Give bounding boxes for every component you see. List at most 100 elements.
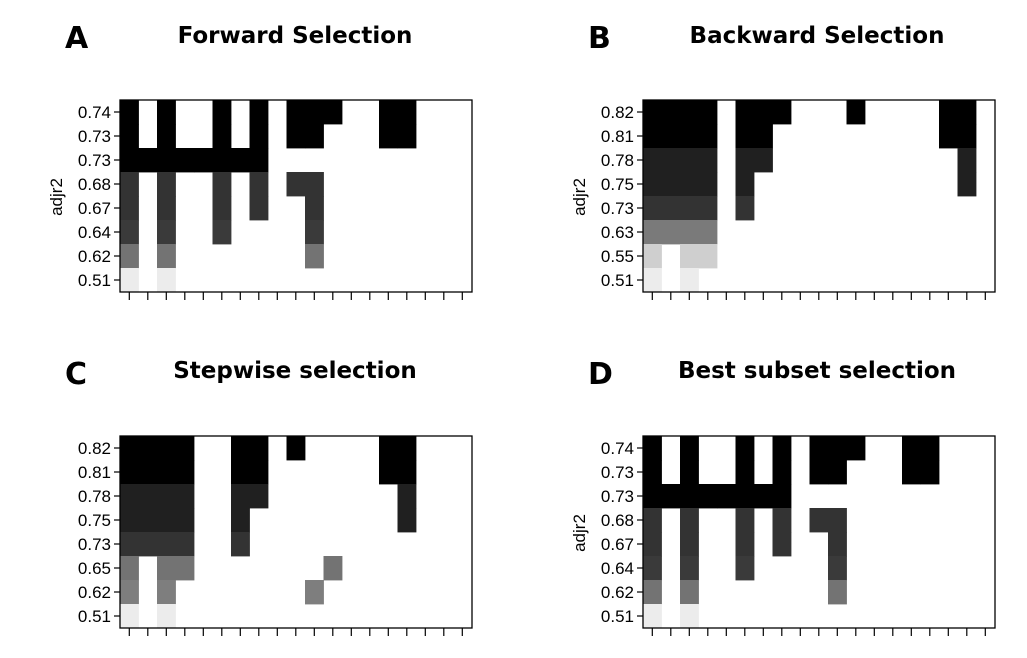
heatmap-cell — [643, 580, 662, 605]
heatmap-cell — [698, 484, 718, 509]
heatmap-cell — [397, 460, 417, 485]
heatmap-cell — [120, 508, 139, 533]
heatmap-cell — [698, 196, 718, 221]
heatmap-cell — [249, 100, 269, 125]
heatmap-cell — [735, 124, 755, 149]
heatmap-cell — [680, 244, 699, 269]
heatmap-cell — [698, 148, 718, 173]
heatmap-cell — [772, 484, 792, 509]
heatmap-cell — [680, 220, 699, 245]
heatmap-cell — [138, 532, 158, 557]
panel-d: D Best subset selection 0.74 0.73 0.73 0.68 0.… — [570, 357, 996, 636]
heatmap-cell — [194, 148, 213, 173]
heatmap-cell — [661, 148, 681, 173]
heatmap-cell — [939, 100, 958, 125]
y-tick-label: 0.78 — [601, 151, 634, 170]
heatmap-cell — [643, 532, 662, 557]
y-tick-label: 0.74 — [78, 103, 111, 122]
heatmap-cell — [828, 580, 847, 605]
heatmap-cell — [231, 532, 250, 557]
heatmap-cell — [680, 436, 699, 461]
heatmap-cell — [305, 172, 324, 197]
heatmap-cell — [735, 508, 755, 533]
heatmap-cell — [157, 580, 176, 605]
y-tick-label: 0.51 — [601, 607, 634, 626]
panel-title: Forward Selection — [178, 23, 413, 49]
heatmap-cell — [120, 268, 139, 293]
heatmap-cell — [305, 196, 324, 221]
heatmap-cell — [249, 484, 269, 509]
heatmap-cell — [120, 100, 139, 125]
heatmap-cell — [157, 244, 176, 269]
heatmap-cell — [249, 460, 269, 485]
heatmap-cell — [175, 148, 195, 173]
heatmap-cell — [231, 484, 250, 509]
heatmap-cell — [680, 100, 699, 125]
heatmap-cell — [157, 172, 176, 197]
heatmap-cell — [680, 268, 699, 293]
heatmap-cell — [157, 604, 176, 629]
heatmap-cell — [157, 556, 176, 581]
panel-letter: D — [588, 357, 613, 392]
y-tick-label: 0.65 — [78, 559, 111, 578]
heatmap-cell — [772, 508, 792, 533]
heatmap-cell — [157, 220, 176, 245]
heatmap-cell — [305, 244, 324, 269]
heatmap-cell — [661, 124, 681, 149]
panel-a: A Forward Selection 0.74 0.73 0.73 0.68 0.67 0.… — [47, 21, 473, 300]
heatmap-cell — [286, 172, 306, 197]
heatmap-cell — [643, 100, 662, 125]
heatmap-cell — [661, 172, 681, 197]
y-tick-label: 0.55 — [601, 247, 634, 266]
heatmap-cell — [397, 100, 417, 125]
panel-letter: B — [588, 21, 611, 56]
heatmap-cell — [212, 148, 232, 173]
panel-title: Backward Selection — [690, 23, 945, 49]
heatmap-cell — [643, 604, 662, 629]
y-tick-label: 0.51 — [78, 607, 111, 626]
heatmap-cell — [643, 124, 662, 149]
heatmap-cell — [772, 532, 792, 557]
heatmap-cell — [698, 124, 718, 149]
y-tick-label: 0.62 — [601, 583, 634, 602]
heatmap-cell — [754, 484, 773, 509]
heatmap-cell — [643, 556, 662, 581]
heatmap-cell — [698, 100, 718, 125]
heatmap-cell — [643, 436, 662, 461]
y-tick-label: 0.73 — [78, 151, 111, 170]
heatmap-cell — [175, 532, 195, 557]
y-tick-label: 0.73 — [78, 535, 111, 554]
heatmap-cell — [120, 244, 139, 269]
heatmap-cell — [231, 508, 250, 533]
heatmap-cell — [231, 148, 250, 173]
heatmap-cell — [680, 172, 699, 197]
heatmap-cell — [212, 100, 232, 125]
panel-letter: C — [65, 357, 87, 392]
heatmap-cell — [846, 436, 866, 461]
heatmap-cell — [957, 124, 977, 149]
heatmap-cell — [379, 124, 398, 149]
heatmap-cell — [680, 196, 699, 221]
heatmap-cell — [902, 436, 921, 461]
heatmap-cell — [735, 556, 755, 581]
heatmap-cell — [157, 100, 176, 125]
heatmap-cell — [902, 460, 921, 485]
y-tick-label: 0.68 — [601, 511, 634, 530]
heatmap-cell — [698, 172, 718, 197]
panel-title: Stepwise selection — [173, 358, 417, 384]
y-tick-label: 0.82 — [78, 439, 111, 458]
heatmap-cell — [157, 148, 176, 173]
heatmap-cell — [212, 220, 232, 245]
heatmap-cell — [305, 100, 324, 125]
heatmap-cell — [735, 148, 755, 173]
heatmap-cell — [680, 148, 699, 173]
heatmap-cell — [157, 196, 176, 221]
heatmap-cell — [231, 436, 250, 461]
heatmap-cell — [735, 484, 755, 509]
heatmap-cell — [397, 436, 417, 461]
heatmap-cell — [249, 148, 269, 173]
heatmap-cell — [175, 556, 195, 581]
heatmap-cell — [809, 508, 829, 533]
heatmap-cell — [120, 148, 139, 173]
